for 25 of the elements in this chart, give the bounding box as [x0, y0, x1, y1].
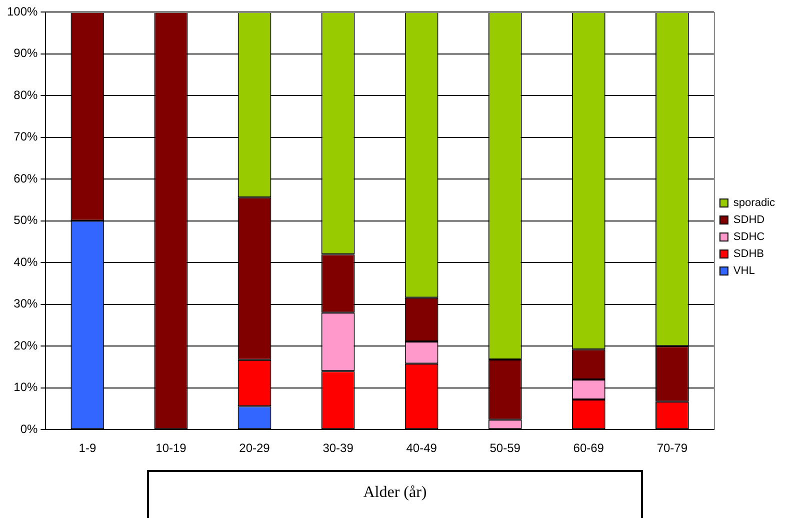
y-tick-label: 80% [14, 88, 38, 102]
legend-label: SDHC [733, 231, 765, 244]
x-tick-label: 10-19 [156, 441, 187, 456]
y-tick-label: 40% [14, 254, 38, 269]
x-tick-label: 30-39 [322, 441, 354, 456]
legend-label: SDHB [733, 248, 764, 260]
x-tick-label: 50-59 [490, 441, 521, 456]
y-tick-label: 60% [14, 171, 38, 186]
y-tick-label: 100% [6, 4, 38, 18]
x-tick-label: 40-49 [406, 441, 438, 456]
legend-label: sporadic [733, 197, 776, 210]
x-tick-label: 70-79 [656, 441, 688, 456]
y-tick-label: 70% [14, 130, 38, 144]
legend-label: VHL [733, 265, 755, 278]
y-tick-label: 50% [14, 213, 38, 228]
x-axis-title: Alder (år) [147, 470, 643, 518]
y-tick-label: 90% [14, 46, 38, 60]
y-tick-label: 20% [14, 338, 38, 352]
x-tick-label: 1-9 [78, 441, 96, 456]
x-tick-label: 60-69 [573, 441, 604, 456]
y-tick-label: 30% [14, 296, 38, 311]
x-tick-label: 20-29 [239, 441, 270, 456]
y-tick-label: 0% [20, 422, 38, 436]
legend-label: SDHD [733, 214, 765, 226]
y-tick-label: 10% [14, 380, 38, 394]
